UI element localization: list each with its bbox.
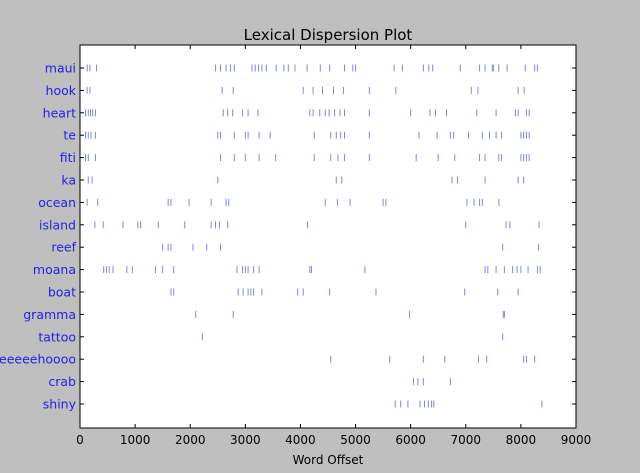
y-tick-label-maui: maui [45, 61, 76, 76]
chart-title: Lexical Dispersion Plot [244, 26, 413, 44]
y-tick-label-crab: crab [48, 374, 76, 389]
y-tick-label-heeeeehoooo: heeeeehoooo [0, 352, 76, 367]
x-tick-label: 4000 [285, 433, 316, 447]
x-tick-label: 3000 [230, 433, 261, 447]
x-axis-ticks: 0 1000 2000 3000 4000 5000 6000 7000 8000 9000 [76, 45, 591, 447]
plot-area [79, 44, 577, 429]
y-tick-label-heart: heart [43, 105, 76, 120]
x-tick-label: 5000 [340, 433, 371, 447]
y-tick-label-hook: hook [46, 83, 77, 98]
y-tick-label-boat: boat [48, 285, 76, 300]
x-tick-label: 1000 [120, 433, 151, 447]
y-tick-label-shiny: shiny [43, 397, 77, 412]
y-tick-label-te: te [63, 128, 76, 143]
x-tick-label: 6000 [395, 433, 426, 447]
dispersion-marks [85, 64, 543, 408]
x-tick-label: 9000 [561, 433, 592, 447]
y-tick-label-reef: reef [51, 240, 76, 255]
y-tick-label-tattoo: tattoo [38, 329, 76, 344]
x-axis-label: Word Offset [293, 453, 364, 467]
y-tick-label-ka: ka [61, 173, 76, 188]
y-tick-label-island: island [39, 217, 76, 232]
y-tick-label-moana: moana [33, 262, 76, 277]
x-tick-label: 0 [76, 433, 84, 447]
y-tick-label-ocean: ocean [38, 195, 76, 210]
x-tick-label: 8000 [506, 433, 537, 447]
x-tick-label: 2000 [175, 433, 206, 447]
y-tick-label-gramma: gramma [23, 307, 76, 322]
y-axis-ticks: maui hook heart te fiti ka ocean island reef moan… [0, 61, 576, 412]
y-tick-label-fiti: fiti [60, 150, 76, 165]
x-tick-label: 7000 [451, 433, 482, 447]
